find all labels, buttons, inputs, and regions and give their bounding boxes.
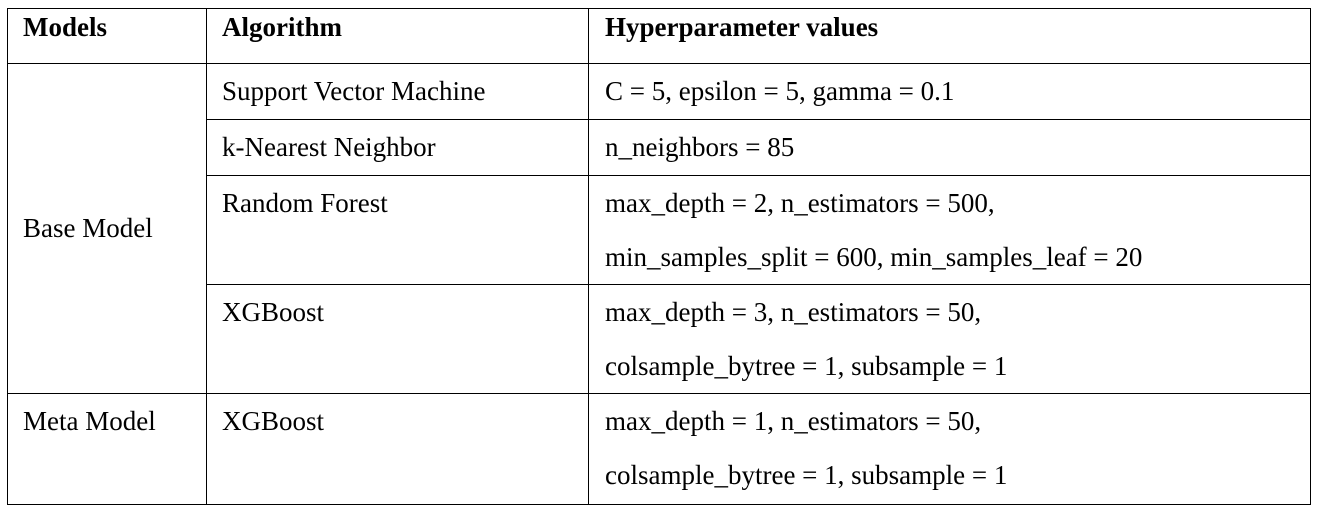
table-row: k-Nearest Neighbor n_neighbors = 85 [8,119,1311,176]
meta-model-cell: Meta Model [7,393,207,505]
hyperparameter-cell: C = 5, epsilon = 5, gamma = 0.1 [588,63,1311,120]
hyperparameter-cell: max_depth = 1, n_estimators = 50, colsam… [588,393,1311,505]
hyperparameter-cell: max_depth = 3, n_estimators = 50, colsam… [588,284,1311,394]
algorithm-cell: Random Forest [206,175,589,285]
algorithm-cell: XGBoost [206,284,589,394]
table-row: XGBoost max_depth = 3, n_estimators = 50… [8,284,1311,394]
hyperparameter-line: min_samples_split = 600, min_samples_lea… [605,242,1143,272]
table-row: Random Forest max_depth = 2, n_estimator… [8,175,1311,285]
algorithm-cell: k-Nearest Neighbor [206,119,589,176]
algorithm-cell: Support Vector Machine [206,63,589,120]
header-models: Models [7,8,207,64]
table-row: Meta Model XGBoost max_depth = 1, n_esti… [7,393,1311,505]
hyperparameter-line: n_neighbors = 85 [605,132,795,162]
header-hyperparameters: Hyperparameter values [588,8,1311,64]
algorithm-cell: XGBoost [206,393,589,505]
hyperparameter-line: max_depth = 1, n_estimators = 50, [605,406,982,436]
hyperparameter-line: max_depth = 3, n_estimators = 50, [605,297,982,327]
table-row: Base Model Support Vector Machine C = 5,… [7,63,1311,394]
hyperparameter-cell: n_neighbors = 85 [588,119,1311,176]
hyperparameter-line: max_depth = 2, n_estimators = 500, [605,188,995,218]
hyperparameter-line: colsample_bytree = 1, subsample = 1 [605,460,1008,490]
base-model-cell: Base Model [7,63,207,394]
header-row: Models Algorithm Hyperparameter values [7,8,1311,64]
hyperparameter-line: C = 5, epsilon = 5, gamma = 0.1 [605,76,955,106]
hyperparameter-table: Models Algorithm Hyperparameter values B… [7,8,1311,505]
hyperparameter-cell: max_depth = 2, n_estimators = 500, min_s… [588,175,1311,285]
hyperparameter-line: colsample_bytree = 1, subsample = 1 [605,351,1008,381]
header-algorithm: Algorithm [206,8,589,64]
